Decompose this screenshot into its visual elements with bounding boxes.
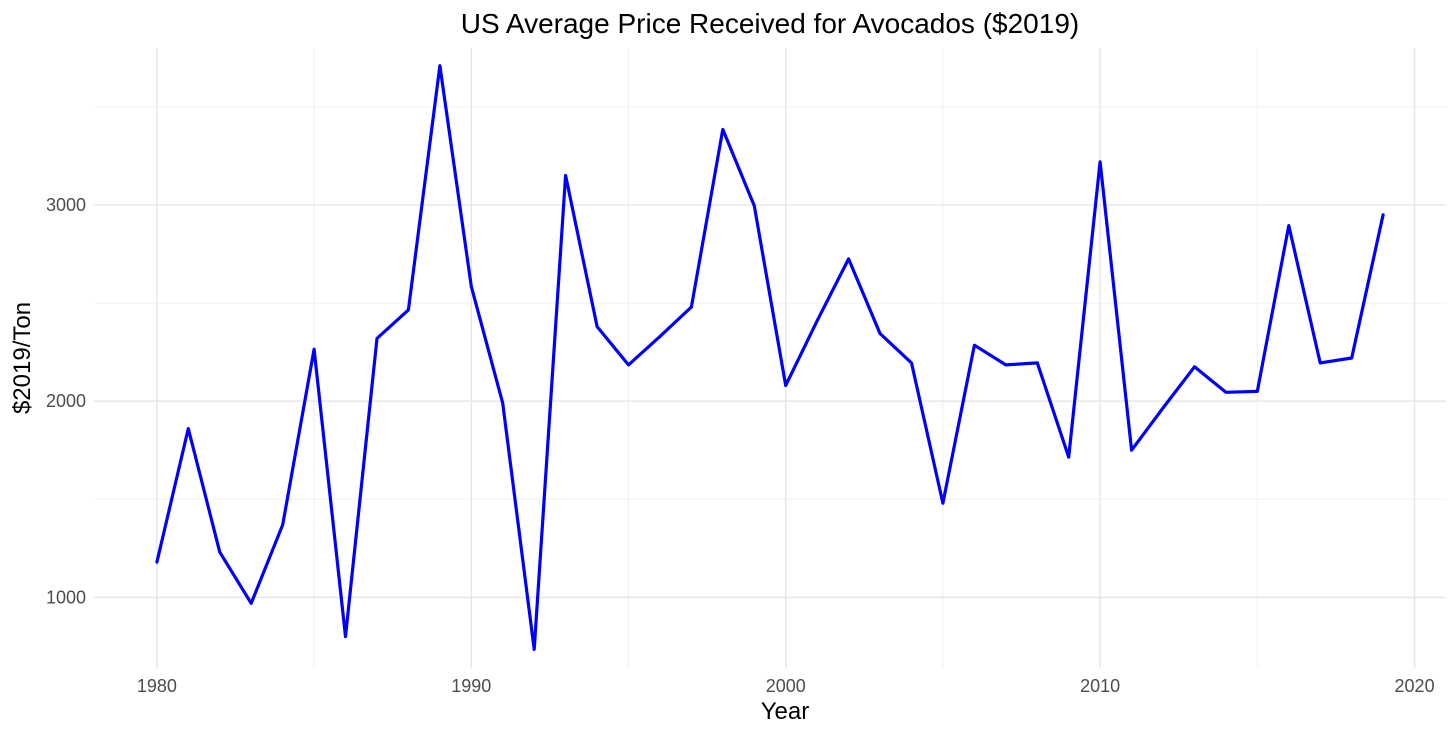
y-tick-label: 3000 bbox=[46, 195, 86, 215]
tick-labels: 1980 1990 2000 2010 2020 1000 2000 3000 bbox=[46, 195, 1435, 696]
x-tick-label: 2010 bbox=[1080, 676, 1120, 696]
chart-title: US Average Price Received for Avocados (… bbox=[461, 8, 1079, 39]
x-tick-label: 2020 bbox=[1395, 676, 1435, 696]
x-tick-label: 1990 bbox=[451, 676, 491, 696]
price-series-line bbox=[155, 64, 1385, 652]
y-tick-label: 1000 bbox=[46, 587, 86, 607]
x-tick-label: 1980 bbox=[137, 676, 177, 696]
y-tick-label: 2000 bbox=[46, 391, 86, 411]
y-axis-title: $2019/Ton bbox=[9, 302, 36, 414]
grid-lines bbox=[94, 48, 1446, 668]
x-tick-label: 2000 bbox=[766, 676, 806, 696]
x-axis-title: Year bbox=[761, 698, 810, 725]
series-layer bbox=[155, 64, 1385, 652]
